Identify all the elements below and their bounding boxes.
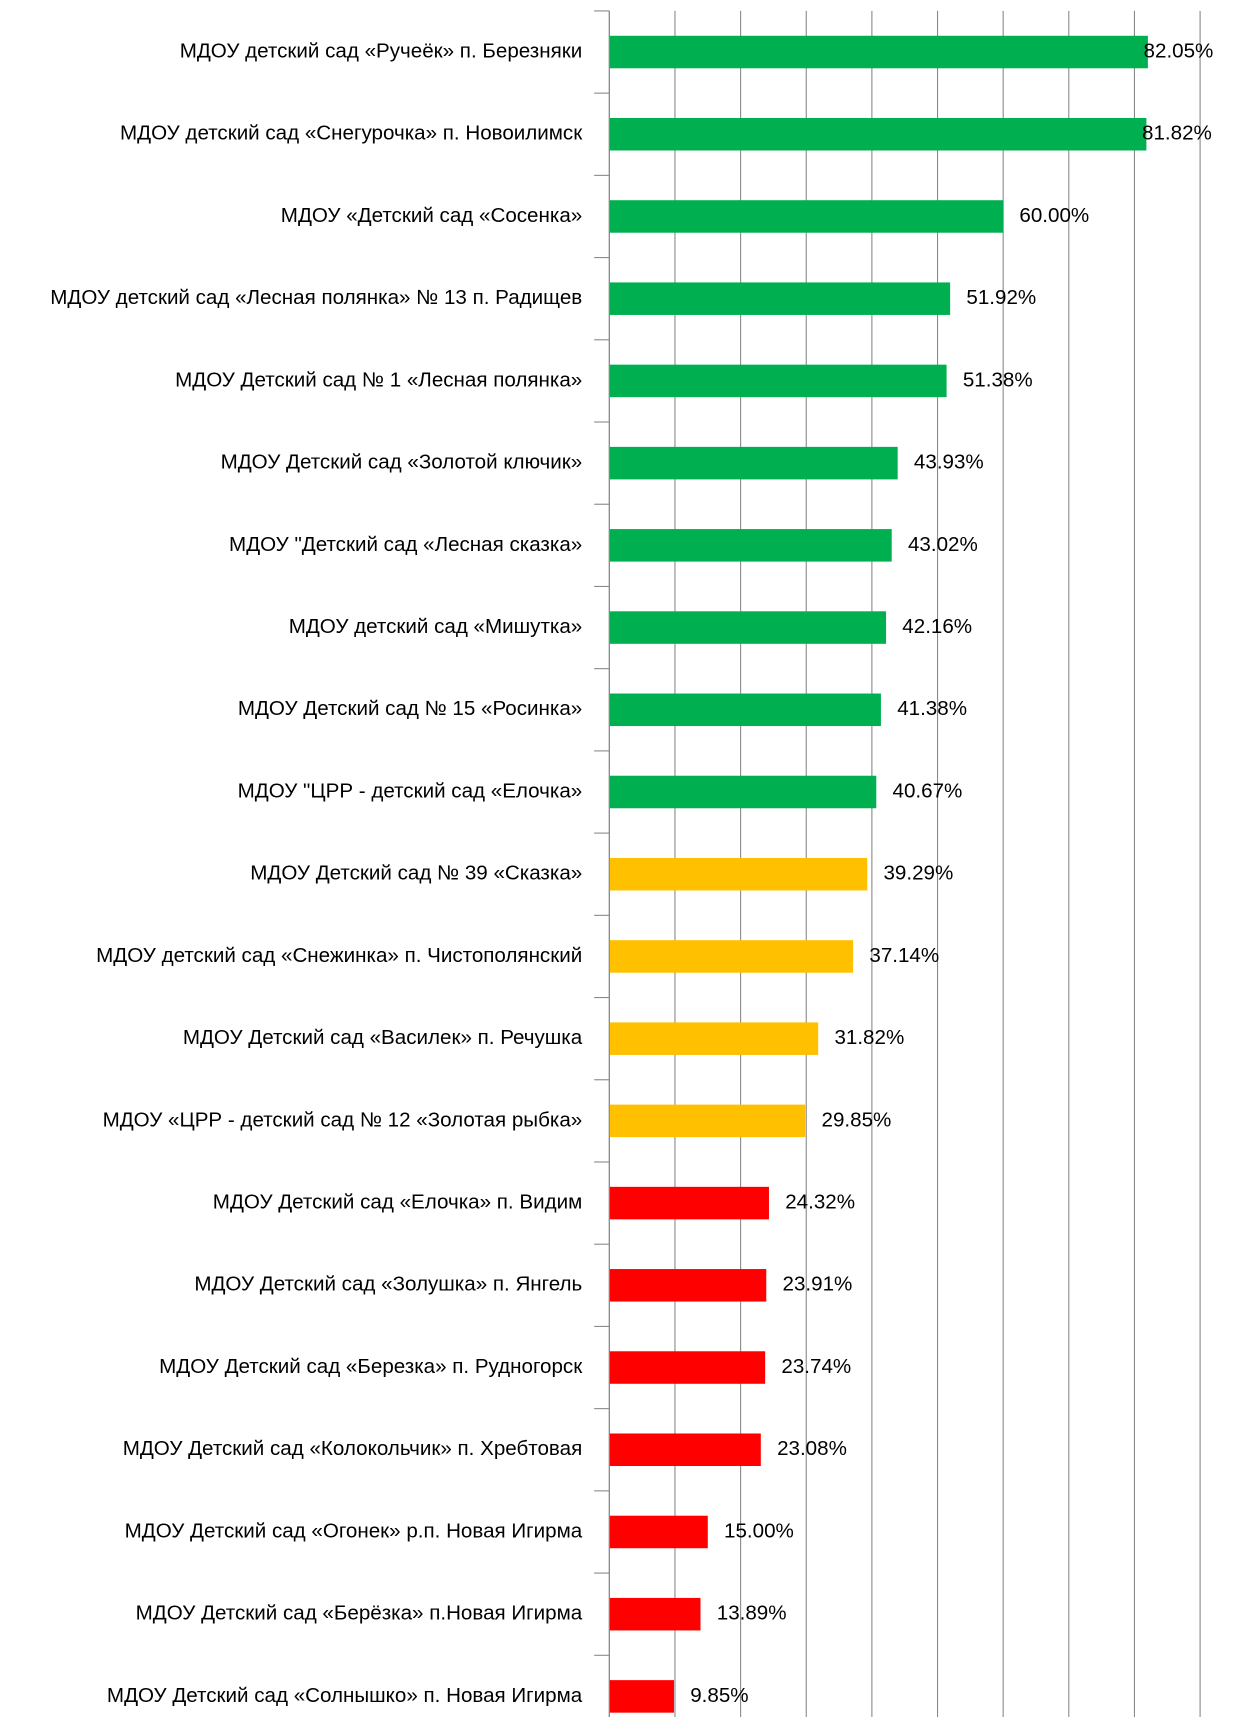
category-label: МДОУ детский сад «Мишутка» <box>289 615 583 638</box>
bar <box>609 1104 806 1138</box>
value-label: 9.85% <box>690 1684 748 1707</box>
bar <box>609 1680 674 1713</box>
category-label: МДОУ Детский сад «Березка» п. Рудногорск <box>159 1355 583 1378</box>
value-label: 23.74% <box>781 1355 851 1378</box>
value-label: 37.14% <box>869 944 939 967</box>
category-label: МДОУ «Детский сад «Сосенка» <box>281 204 582 227</box>
category-label: МДОУ детский сад «Лесная полянка» № 13 п… <box>50 286 582 309</box>
value-label: 23.08% <box>777 1437 847 1460</box>
value-label: 13.89% <box>717 1602 787 1625</box>
category-label: МДОУ Детский сад «Колокольчик» п. Хребто… <box>123 1437 583 1460</box>
bar <box>609 1022 819 1055</box>
category-label: МДОУ детский сад «Ручеёк» п. Березняки <box>180 39 582 62</box>
category-label: МДОУ Детский сад № 1 «Лесная полянка» <box>175 368 582 391</box>
bar <box>609 857 868 891</box>
value-label: 51.38% <box>963 368 1033 391</box>
category-label: МДОУ Детский сад «Елочка» п. Видим <box>213 1191 582 1214</box>
bar <box>609 200 1004 233</box>
value-label: 81.82% <box>1142 122 1212 145</box>
value-label: 40.67% <box>893 779 963 802</box>
bar <box>609 1597 701 1631</box>
category-label: МДОУ "ЦРР - детский сад «Елочка» <box>238 779 583 802</box>
bar <box>609 1186 769 1220</box>
value-label: 39.29% <box>883 862 953 885</box>
value-label: 82.05% <box>1144 39 1214 62</box>
bar <box>609 364 947 398</box>
category-label: МДОУ детский сад «Снежинка» п. Чистополя… <box>96 944 582 967</box>
bar <box>609 775 877 809</box>
category-label: МДОУ Детский сад № 15 «Росинка» <box>238 697 582 720</box>
value-label: 31.82% <box>834 1026 904 1049</box>
bar <box>609 1269 767 1302</box>
bar <box>609 529 892 562</box>
category-label: МДОУ Детский сад «Солнышко» п. Новая Иги… <box>107 1684 583 1707</box>
bar <box>609 35 1148 69</box>
category-label: МДОУ Детский сад «Огонек» р.п. Новая Иги… <box>125 1519 583 1542</box>
value-label: 41.38% <box>897 697 967 720</box>
bar <box>609 1351 766 1384</box>
category-label: МДОУ детский сад «Снегурочка» п. Новоили… <box>120 122 583 145</box>
value-label: 23.91% <box>783 1273 853 1296</box>
bar <box>609 117 1147 151</box>
value-label: 24.32% <box>785 1191 855 1214</box>
category-label: МДОУ «ЦРР - детский сад № 12 «Золотая ры… <box>103 1108 583 1131</box>
value-label: 29.85% <box>822 1108 892 1131</box>
category-label: МДОУ Детский сад «Золушка» п. Янгель <box>194 1273 582 1296</box>
bar <box>609 1433 761 1467</box>
category-label: МДОУ "Детский сад «Лесная сказка» <box>229 533 582 556</box>
category-label: МДОУ Детский сад «Берёзка» п.Новая Игирм… <box>136 1602 583 1625</box>
value-label: 43.93% <box>914 451 984 474</box>
bar <box>609 940 854 973</box>
value-label: 15.00% <box>724 1519 794 1542</box>
value-label: 42.16% <box>902 615 972 638</box>
value-label: 43.02% <box>908 533 978 556</box>
category-label: МДОУ Детский сад «Золотой ключик» <box>221 451 583 474</box>
value-label: 60.00% <box>1019 204 1089 227</box>
bar <box>609 282 951 315</box>
bar <box>609 611 887 644</box>
category-label: МДОУ Детский сад № 39 «Сказка» <box>250 862 582 885</box>
bar <box>609 1515 708 1549</box>
bar <box>609 693 881 727</box>
value-label: 51.92% <box>966 286 1036 309</box>
bar <box>609 446 898 480</box>
category-label: МДОУ Детский сад «Василек» п. Речушка <box>183 1026 583 1049</box>
